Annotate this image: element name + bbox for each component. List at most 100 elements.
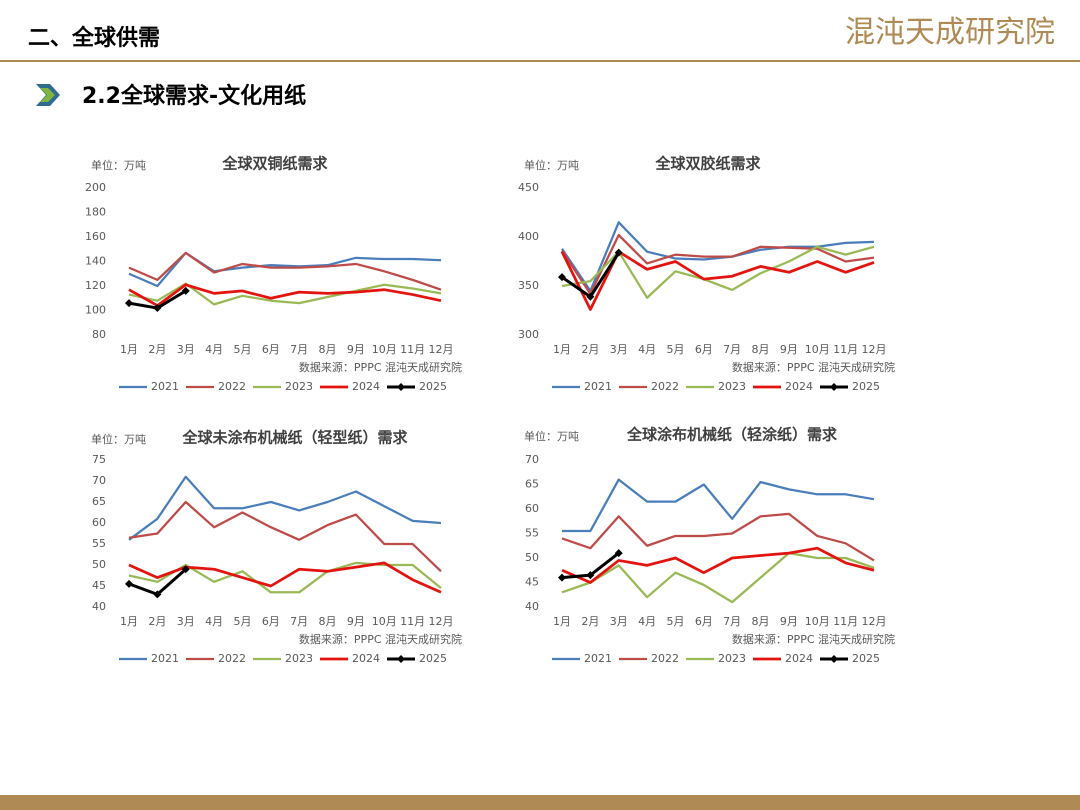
x-tick-label: 9月 bbox=[347, 343, 365, 356]
subtitle: 2.2全球需求-文化用纸 bbox=[82, 83, 306, 109]
source: 数据来源：PPPC 混沌天成研究院 bbox=[299, 632, 462, 646]
x-tick-label: 12月 bbox=[862, 615, 887, 628]
footer-bar bbox=[0, 795, 1080, 810]
section-title: 二、全球供需 bbox=[28, 25, 160, 51]
x-tick-label: 7月 bbox=[290, 615, 308, 628]
y-tick-label: 50 bbox=[525, 551, 539, 564]
series-line bbox=[128, 500, 442, 573]
legend-label: 2025 bbox=[852, 380, 880, 393]
series-line bbox=[128, 475, 442, 541]
marker bbox=[558, 573, 566, 582]
series-line bbox=[561, 221, 875, 293]
x-tick-label: 5月 bbox=[233, 615, 251, 628]
series-line bbox=[561, 245, 875, 299]
legend-label: 2024 bbox=[785, 380, 813, 393]
unit-label: 单位：万吨 bbox=[524, 158, 579, 172]
x-tick-label: 9月 bbox=[347, 615, 365, 628]
series-line bbox=[128, 282, 442, 306]
legend-label: 2023 bbox=[718, 380, 746, 393]
x-tick-label: 1月 bbox=[120, 615, 138, 628]
x-tick-label: 11月 bbox=[833, 343, 858, 356]
marker bbox=[153, 590, 162, 599]
x-tick-label: 4月 bbox=[638, 343, 656, 356]
y-tick-label: 70 bbox=[92, 474, 106, 487]
marker bbox=[586, 292, 595, 301]
x-tick-label: 3月 bbox=[177, 343, 195, 356]
y-tick-label: 400 bbox=[518, 230, 539, 243]
x-tick-label: 12月 bbox=[429, 343, 454, 356]
y-tick-label: 65 bbox=[92, 495, 106, 508]
legend-marker bbox=[397, 655, 405, 663]
x-tick-label: 5月 bbox=[233, 343, 251, 356]
series-line bbox=[561, 512, 875, 562]
y-tick-label: 40 bbox=[525, 600, 539, 613]
marker bbox=[125, 299, 133, 308]
x-tick-label: 9月 bbox=[780, 615, 798, 628]
y-tick-label: 75 bbox=[92, 453, 106, 466]
x-tick-label: 1月 bbox=[553, 343, 571, 356]
x-tick-label: 4月 bbox=[205, 615, 223, 628]
x-tick-label: 6月 bbox=[262, 615, 280, 628]
legend-label: 2025 bbox=[419, 652, 447, 665]
y-tick-label: 55 bbox=[92, 537, 106, 550]
x-tick-label: 10月 bbox=[805, 615, 830, 628]
legend-label: 2023 bbox=[285, 652, 313, 665]
series-line bbox=[562, 478, 875, 533]
chevron-inner bbox=[40, 88, 55, 102]
x-tick-label: 6月 bbox=[695, 615, 713, 628]
marker bbox=[614, 248, 623, 257]
x-tick-label: 6月 bbox=[262, 343, 280, 356]
unit-label: 单位：万吨 bbox=[524, 429, 579, 443]
x-tick-label: 3月 bbox=[177, 615, 195, 628]
x-tick-label: 10月 bbox=[372, 615, 397, 628]
unit-label: 单位：万吨 bbox=[91, 432, 146, 446]
x-tick-label: 2月 bbox=[581, 615, 599, 628]
x-tick-label: 7月 bbox=[723, 343, 741, 356]
x-tick-label: 8月 bbox=[752, 343, 770, 356]
y-tick-label: 160 bbox=[85, 230, 106, 243]
y-tick-label: 300 bbox=[518, 328, 539, 341]
chart-title: 全球双胶纸需求 bbox=[654, 155, 761, 173]
series-line bbox=[128, 561, 442, 594]
x-tick-label: 6月 bbox=[695, 343, 713, 356]
marker bbox=[125, 579, 133, 588]
header-rule bbox=[0, 60, 1080, 62]
legend-label: 2025 bbox=[419, 380, 447, 393]
series-line bbox=[128, 283, 442, 307]
logo: 混沌天成研究院 bbox=[845, 15, 1055, 50]
x-tick-label: 8月 bbox=[319, 615, 337, 628]
legend-label: 2024 bbox=[352, 380, 380, 393]
legend-label: 2021 bbox=[584, 652, 612, 665]
x-tick-label: 7月 bbox=[290, 343, 308, 356]
y-tick-label: 100 bbox=[85, 304, 106, 317]
x-tick-label: 2月 bbox=[148, 615, 166, 628]
x-tick-label: 5月 bbox=[666, 343, 684, 356]
legend-marker bbox=[830, 383, 838, 391]
x-tick-label: 12月 bbox=[429, 615, 454, 628]
legend-label: 2022 bbox=[218, 652, 246, 665]
x-tick-label: 10月 bbox=[805, 343, 830, 356]
x-tick-label: 12月 bbox=[862, 343, 887, 356]
legend-label: 2022 bbox=[651, 380, 679, 393]
unit-label: 单位：万吨 bbox=[91, 158, 146, 172]
marker bbox=[558, 273, 566, 282]
chart-title: 全球双铜纸需求 bbox=[221, 155, 328, 173]
y-tick-label: 55 bbox=[525, 527, 539, 540]
legend-label: 2021 bbox=[151, 652, 179, 665]
y-tick-label: 60 bbox=[525, 502, 539, 515]
y-tick-label: 60 bbox=[92, 516, 106, 529]
series-line bbox=[128, 251, 442, 291]
marker bbox=[181, 286, 190, 295]
legend-label: 2024 bbox=[785, 652, 813, 665]
y-tick-label: 180 bbox=[85, 206, 106, 219]
marker bbox=[153, 304, 162, 313]
legend-label: 2024 bbox=[352, 652, 380, 665]
x-tick-label: 2月 bbox=[581, 343, 599, 356]
legend-label: 2025 bbox=[852, 652, 880, 665]
y-tick-label: 65 bbox=[525, 478, 539, 491]
x-tick-label: 4月 bbox=[638, 615, 656, 628]
y-tick-label: 120 bbox=[85, 279, 106, 292]
source: 数据来源：PPPC 混沌天成研究院 bbox=[299, 360, 462, 374]
x-tick-label: 9月 bbox=[780, 343, 798, 356]
x-tick-label: 11月 bbox=[400, 343, 425, 356]
